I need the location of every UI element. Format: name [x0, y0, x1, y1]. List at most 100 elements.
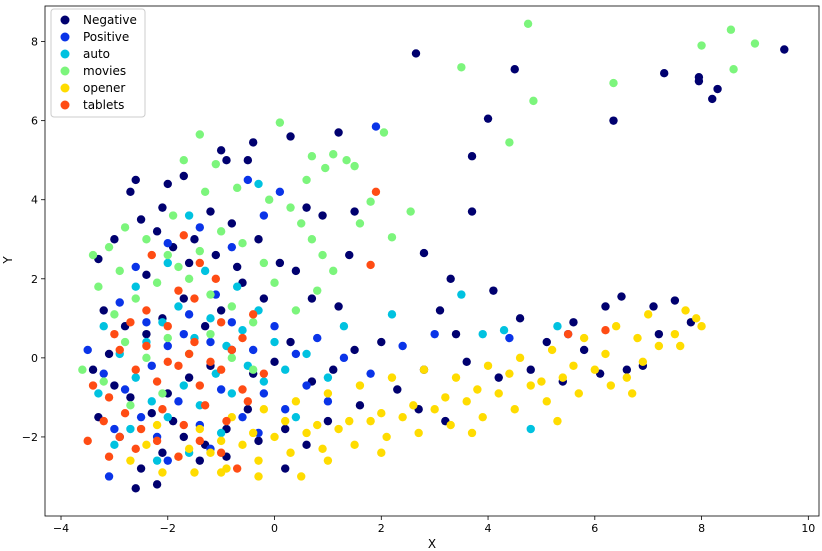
point-negative-76 — [147, 409, 156, 418]
point-tablets-9 — [142, 306, 151, 315]
point-opener-53 — [633, 333, 642, 343]
point-negative-39 — [318, 211, 327, 220]
point-movies-29 — [313, 286, 322, 295]
point-auto-29 — [206, 314, 215, 323]
point-positive-35 — [243, 175, 253, 185]
point-negative-99 — [254, 436, 263, 446]
point-positive-29 — [131, 262, 140, 272]
legend-label-opener: opener — [83, 81, 125, 95]
y-axis-label: Y — [1, 256, 15, 265]
point-negative-23 — [670, 296, 680, 305]
point-opener-45 — [419, 365, 429, 374]
point-opener-69 — [553, 416, 562, 426]
point-opener-9 — [574, 389, 583, 398]
point-opener-0 — [692, 314, 701, 323]
point-opener-35 — [158, 468, 167, 477]
point-movies-3 — [697, 41, 706, 50]
point-auto-41 — [291, 412, 301, 422]
point-movies-35 — [174, 262, 183, 272]
point-movies-51 — [163, 333, 172, 343]
point-positive-37 — [179, 329, 188, 339]
point-tablets-32 — [115, 432, 124, 442]
point-opener-59 — [441, 393, 450, 402]
point-negative-0 — [780, 45, 789, 54]
point-opener-6 — [622, 373, 632, 382]
point-negative-11 — [411, 49, 421, 58]
point-negative-46 — [179, 171, 188, 181]
point-opener-24 — [334, 424, 343, 434]
point-negative-53 — [136, 215, 146, 224]
point-negative-5 — [660, 69, 669, 78]
point-opener-20 — [398, 412, 407, 422]
series-tablets — [83, 187, 610, 473]
point-negative-52 — [99, 306, 108, 315]
point-negative-50 — [110, 235, 119, 244]
point-tablets-22 — [88, 381, 98, 390]
point-tablets-34 — [152, 436, 162, 446]
point-negative-62 — [302, 203, 311, 212]
point-opener-58 — [473, 385, 482, 394]
point-tablets-24 — [120, 409, 130, 418]
y-tick-label: 6 — [31, 115, 38, 128]
point-opener-76 — [627, 389, 637, 398]
point-movies-47 — [248, 318, 258, 327]
legend-label-tablets: tablets — [83, 98, 124, 112]
point-movies-25 — [297, 219, 306, 228]
point-opener-8 — [590, 365, 600, 374]
point-positive-30 — [163, 239, 172, 248]
point-auto-22 — [94, 389, 103, 398]
point-opener-68 — [152, 420, 162, 430]
point-negative-41 — [286, 132, 295, 141]
point-tablets-6 — [147, 250, 156, 260]
point-positive-4 — [184, 310, 194, 319]
point-positive-26 — [323, 397, 333, 406]
point-negative-101 — [302, 440, 311, 450]
point-movies-0 — [523, 19, 533, 28]
point-negative-111 — [227, 219, 237, 228]
point-auto-8 — [99, 322, 108, 331]
legend-label-negative: Negative — [83, 13, 137, 27]
point-auto-12 — [163, 412, 172, 422]
point-positive-2 — [142, 318, 151, 327]
x-axis: −4 −2 0 2 4 6 8 10 — [53, 516, 815, 535]
point-negative-6 — [609, 116, 618, 125]
point-auto-11 — [147, 397, 156, 406]
point-opener-75 — [676, 341, 685, 351]
point-negative-68 — [179, 294, 188, 303]
point-negative-66 — [216, 306, 226, 315]
legend-label-auto: auto — [83, 47, 110, 61]
point-movies-60 — [302, 175, 311, 185]
point-negative-31 — [526, 365, 535, 374]
point-movies-14 — [342, 155, 351, 165]
point-movies-15 — [350, 161, 359, 171]
point-auto-40 — [152, 456, 162, 465]
legend-marker-auto — [60, 49, 70, 59]
point-auto-27 — [174, 302, 183, 311]
point-opener-72 — [297, 472, 306, 481]
point-opener-2 — [681, 306, 690, 315]
point-movies-54 — [227, 353, 237, 363]
point-tablets-0 — [371, 187, 381, 197]
point-negative-109 — [142, 270, 151, 280]
point-opener-4 — [654, 341, 664, 351]
point-positive-1 — [115, 298, 124, 307]
point-negative-43 — [243, 155, 253, 165]
legend-marker-opener — [60, 83, 70, 93]
point-auto-10 — [131, 373, 140, 382]
point-movies-16 — [321, 163, 330, 173]
point-tablets-43 — [184, 349, 194, 359]
point-tablets-29 — [222, 416, 231, 426]
point-opener-14 — [494, 389, 503, 398]
point-negative-73 — [88, 365, 98, 374]
point-negative-57 — [211, 250, 221, 260]
point-opener-70 — [467, 428, 477, 438]
point-auto-36 — [200, 266, 210, 276]
point-opener-50 — [579, 333, 589, 343]
point-movies-12 — [379, 128, 389, 137]
point-opener-17 — [446, 420, 455, 430]
point-opener-25 — [318, 444, 327, 453]
point-tablets-33 — [131, 444, 140, 453]
point-opener-37 — [126, 456, 135, 465]
point-tablets-48 — [190, 294, 199, 303]
point-negative-32 — [494, 373, 503, 382]
